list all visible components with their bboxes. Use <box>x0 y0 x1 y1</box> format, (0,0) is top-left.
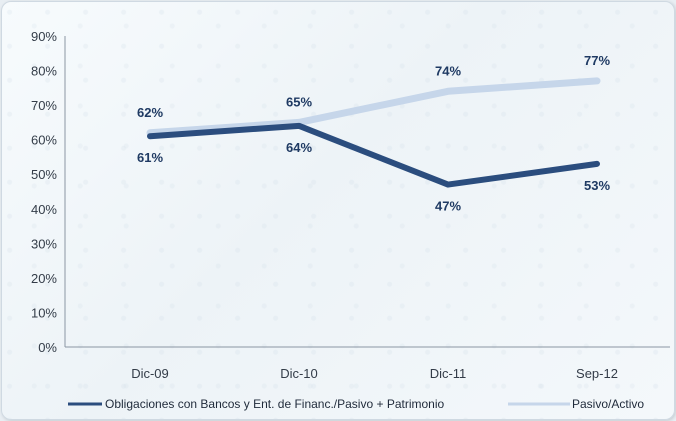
data-label: 53% <box>584 178 610 193</box>
data-labels: 61% 64% 47% 53% 62% 65% 74% 77% <box>137 53 610 214</box>
legend: Obligaciones con Bancos y Ent. de Financ… <box>68 397 644 411</box>
legend-label-obligaciones: Obligaciones con Bancos y Ent. de Financ… <box>105 397 445 411</box>
data-label: 64% <box>286 140 312 155</box>
data-label: 62% <box>137 105 163 120</box>
x-tick-label: Dic-10 <box>280 366 318 381</box>
y-tick-label: 70% <box>31 98 57 113</box>
y-tick-label: 30% <box>31 236 57 251</box>
data-label: 74% <box>435 63 461 78</box>
legend-label-pasivo-activo: Pasivo/Activo <box>572 397 644 411</box>
y-tick-label: 50% <box>31 167 57 182</box>
series-line-pasivo-activo <box>146 77 601 137</box>
y-tick-label: 90% <box>31 29 57 44</box>
x-axis: Dic-09 Dic-10 Dic-11 Sep-12 <box>65 346 670 381</box>
y-tick-label: 80% <box>31 64 57 79</box>
data-label: 47% <box>435 199 461 214</box>
y-tick-label: 0% <box>38 340 57 355</box>
series-lines <box>146 77 601 188</box>
y-tick-label: 20% <box>31 271 57 286</box>
x-tick-label: Sep-12 <box>576 366 618 381</box>
x-tick-label: Dic-11 <box>430 366 467 381</box>
x-tick-label: Dic-09 <box>131 366 169 381</box>
y-tick-label: 10% <box>31 305 57 320</box>
y-tick-label: 40% <box>31 202 57 217</box>
y-tick-label: 60% <box>31 133 57 148</box>
data-label: 77% <box>584 53 610 68</box>
data-label: 61% <box>137 150 163 165</box>
series-line-obligaciones <box>147 122 600 188</box>
y-axis: 0% 10% 20% 30% 40% 50% 60% 70% 80% 90% <box>31 29 66 355</box>
data-label: 65% <box>286 94 312 109</box>
